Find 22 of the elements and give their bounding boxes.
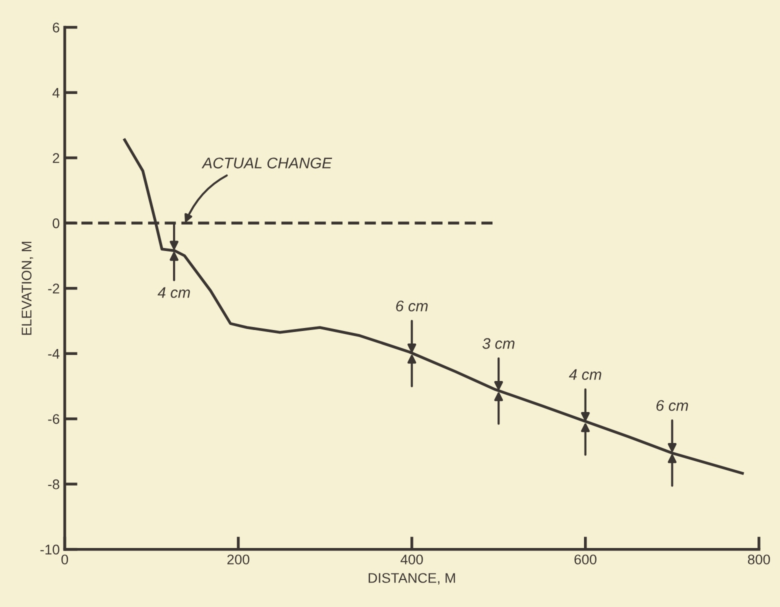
y-axis-title: ELEVATION, M xyxy=(22,242,34,335)
x-tick-label: 600 xyxy=(574,554,596,564)
x-tick-label: 800 xyxy=(748,554,770,564)
annotation: 3 cm xyxy=(482,338,514,349)
annotation: 6 cm xyxy=(396,300,428,312)
x-tick-label: 400 xyxy=(400,554,423,564)
y-tick-label: 0 xyxy=(52,218,60,228)
y-tick-label: -6 xyxy=(48,414,60,424)
y-tick-label: 4 xyxy=(52,88,60,98)
y-tick-label: -10 xyxy=(40,544,60,555)
y-tick-label: -2 xyxy=(48,284,60,294)
annotation: 4 cm xyxy=(158,287,190,298)
x-tick-label: 0 xyxy=(61,554,68,564)
text: ACTUAL CHANGE xyxy=(202,158,332,168)
y-tick-label: 6 xyxy=(52,22,60,32)
annotation: 4 cm xyxy=(568,369,602,380)
x-tick-label: 200 xyxy=(227,554,250,564)
annotation: 6 cm xyxy=(656,400,688,411)
y-tick-label: -4 xyxy=(48,349,60,359)
y-tick-label: -8 xyxy=(48,479,60,490)
y-tick-label: 2 xyxy=(52,153,60,163)
x-axis-title: DISTANCE, M xyxy=(368,573,455,585)
